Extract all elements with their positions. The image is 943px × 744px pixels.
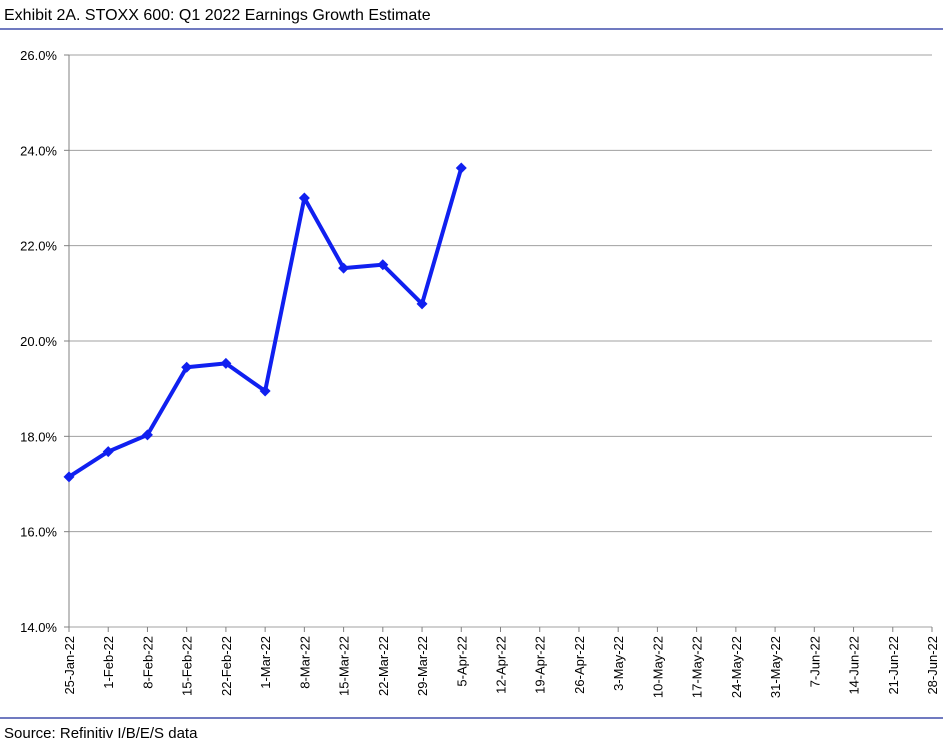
x-tick-label: 29-Mar-22 xyxy=(415,636,430,696)
chart-title: Exhibit 2A. STOXX 600: Q1 2022 Earnings … xyxy=(4,7,431,24)
source-note: Source: Refinitiv I/B/E/S data xyxy=(4,725,198,742)
data-point xyxy=(377,259,389,271)
x-tick-label: 15-Mar-22 xyxy=(337,636,352,696)
data-point xyxy=(416,298,428,310)
x-tick-label: 26-Apr-22 xyxy=(572,636,587,694)
x-tick-label: 10-May-22 xyxy=(650,636,665,698)
x-tick-label: 5-Apr-22 xyxy=(454,636,469,687)
data-line xyxy=(67,167,464,479)
y-tick-label: 14.0% xyxy=(20,620,57,635)
data-point xyxy=(181,361,193,373)
data-point xyxy=(220,357,232,369)
y-tick-label: 16.0% xyxy=(20,525,57,540)
y-tick-label: 24.0% xyxy=(20,143,57,158)
x-tick-label: 22-Feb-22 xyxy=(219,636,234,696)
y-tick-label: 20.0% xyxy=(20,334,57,349)
y-tick-label: 18.0% xyxy=(20,429,57,444)
data-point xyxy=(63,471,75,483)
x-tick-label: 24-May-22 xyxy=(729,636,744,698)
data-point xyxy=(102,446,114,458)
data-point xyxy=(455,162,467,174)
x-tick-label: 17-May-22 xyxy=(690,636,705,698)
y-tick-label: 26.0% xyxy=(20,48,57,63)
data-point xyxy=(298,192,310,204)
x-tick-label: 15-Feb-22 xyxy=(180,636,195,696)
data-point xyxy=(141,429,153,441)
y-tick-label: 22.0% xyxy=(20,239,57,254)
x-tick-label: 7-Jun-22 xyxy=(807,636,822,687)
data-point xyxy=(259,385,271,397)
x-tick-label: 22-Mar-22 xyxy=(376,636,391,696)
x-tick-label: 3-May-22 xyxy=(611,636,626,691)
x-tick-label: 21-Jun-22 xyxy=(886,636,901,695)
x-tick-label: 1-Mar-22 xyxy=(258,636,273,689)
x-tick-label: 8-Feb-22 xyxy=(140,636,155,689)
x-tick-label: 28-Jun-22 xyxy=(925,636,940,695)
x-tick-label: 25-Jan-22 xyxy=(62,636,77,695)
x-tick-label: 1-Feb-22 xyxy=(101,636,116,689)
x-tick-label: 14-Jun-22 xyxy=(847,636,862,695)
x-tick-label: 8-Mar-22 xyxy=(297,636,312,689)
x-tick-label: 12-Apr-22 xyxy=(494,636,509,694)
data-point xyxy=(338,262,350,274)
x-tick-label: 31-May-22 xyxy=(768,636,783,698)
x-tick-label: 19-Apr-22 xyxy=(533,636,548,694)
